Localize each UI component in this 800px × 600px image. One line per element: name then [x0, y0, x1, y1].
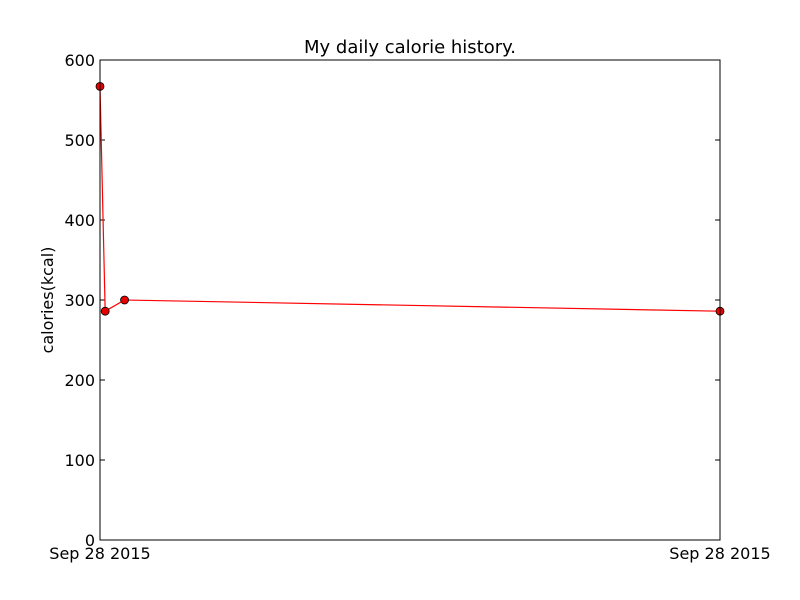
y-tick-label: 100 [64, 451, 95, 470]
y-tick-label: 500 [64, 131, 95, 150]
x-tick-label: Sep 28 2015 [49, 544, 150, 563]
plot-frame [99, 59, 721, 541]
plot-area: 0 100 200 300 400 500 600 Sep 28 2015 Sep 28 201… [49, 51, 770, 563]
x-tick-label: Sep 28 2015 [669, 544, 770, 563]
y-tick-label: 0 [85, 531, 95, 550]
y-tick-label: 200 [64, 371, 95, 390]
data-point [100, 306, 110, 316]
y-tick-label: 400 [64, 211, 95, 230]
chart-title: My daily calorie history. [304, 37, 516, 58]
y-tick-label: 300 [64, 291, 95, 310]
data-point [120, 295, 129, 305]
y-tick-label: 600 [64, 51, 95, 70]
y-axis-label: calories(kcal) [38, 247, 57, 354]
series-line [99, 86, 721, 313]
